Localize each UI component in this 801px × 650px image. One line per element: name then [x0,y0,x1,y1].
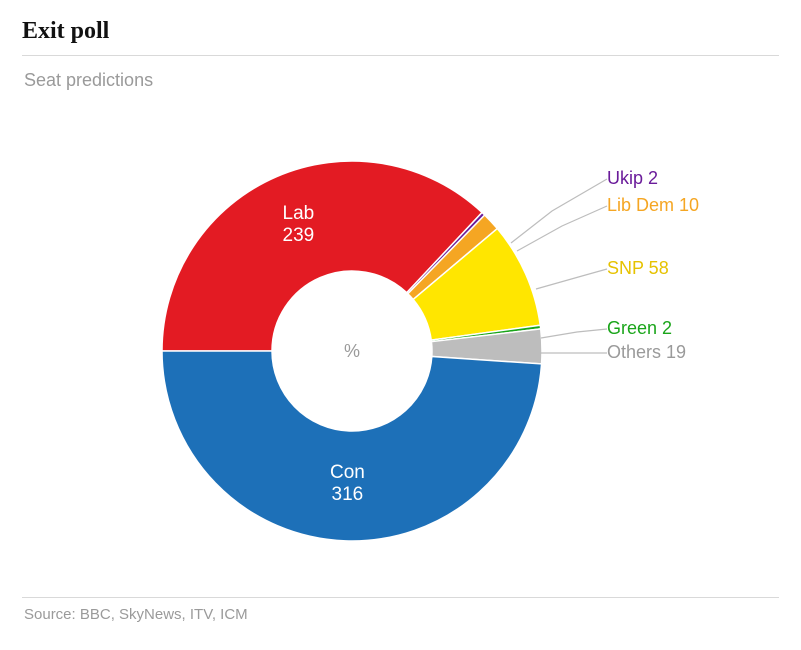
leader-ukip [511,179,607,243]
donut-svg: Lab239 Con316 Ukip 2 Lib Dem 10 SNP 58 Green … [22,91,779,591]
donut-chart: Lab239 Con316 Ukip 2 Lib Dem 10 SNP 58 Green … [22,91,779,591]
top-rule [22,55,779,56]
leader-green [541,329,607,338]
chart-subtitle: Seat predictions [24,70,779,91]
callout-snp: SNP 58 [607,258,669,278]
inner-label-con: Con316 [330,462,365,505]
chart-container: Exit poll Seat predictions Lab239 Con316 U… [0,0,801,650]
bottom-rule [22,597,779,598]
callout-green: Green 2 [607,318,672,338]
callout-libdem: Lib Dem 10 [607,195,699,215]
callout-others: Others 19 [607,342,686,362]
center-label: % [344,341,360,361]
leader-snp [536,269,607,289]
source-text: Source: BBC, SkyNews, ITV, ICM [24,606,779,623]
callout-ukip: Ukip 2 [607,168,658,188]
chart-title: Exit poll [22,18,779,45]
inner-label-lab: Lab239 [283,203,315,246]
slice-con [162,351,542,541]
